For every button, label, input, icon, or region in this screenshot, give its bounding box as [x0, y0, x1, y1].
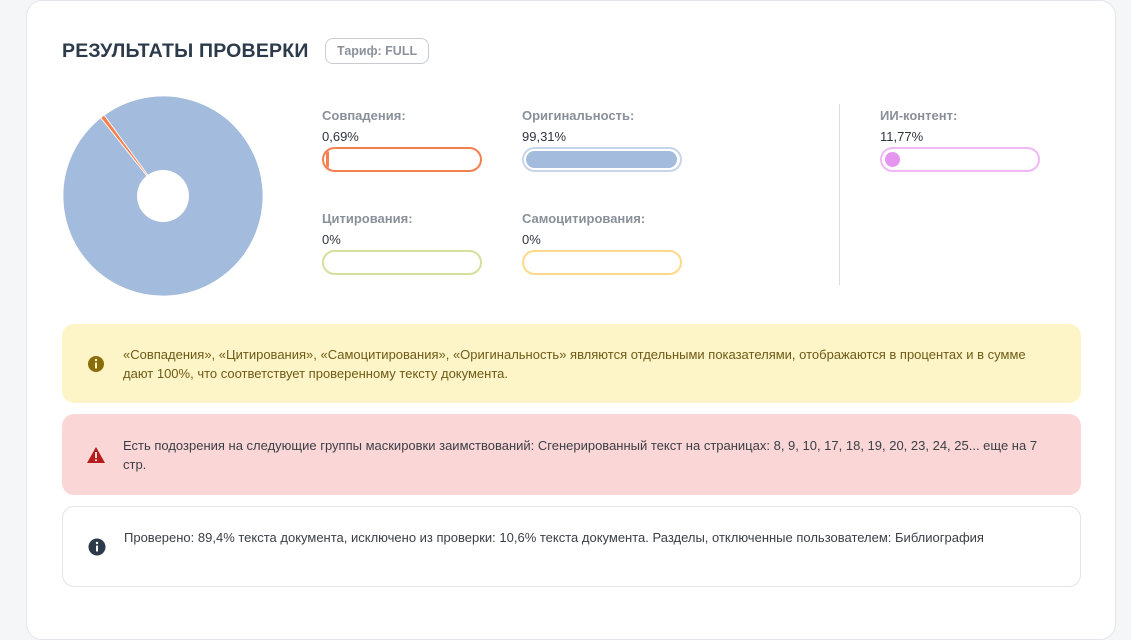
- matches-progress-bar: [322, 147, 482, 172]
- coverage-note: Проверено: 89,4% текста документа, исклю…: [62, 506, 1081, 587]
- info-circle-icon: [88, 538, 106, 556]
- ai-content-progress-bar: [880, 147, 1040, 172]
- metric-originality-value: 99,31%: [522, 129, 567, 144]
- info-alert-text: «Совпадения», «Цитирования», «Самоцитиро…: [123, 347, 1026, 381]
- originality-progress-fill: [526, 151, 677, 168]
- coverage-note-text: Проверено: 89,4% текста документа, исклю…: [124, 530, 984, 545]
- metric-originality-label: Оригинальность:: [522, 108, 635, 123]
- metric-citations-value: 0%: [322, 232, 341, 247]
- page-title: РЕЗУЛЬТАТЫ ПРОВЕРКИ: [62, 40, 309, 62]
- metric-matches: Совпадения: 0,69%: [322, 108, 492, 172]
- results-pie-chart: [62, 95, 264, 297]
- info-circle-icon: [88, 356, 104, 372]
- metric-citations-label: Цитирования:: [322, 211, 413, 226]
- self-citations-progress-bar: [522, 250, 682, 275]
- ai-content-indicator: [885, 152, 900, 167]
- pie-center-hole: [137, 170, 189, 222]
- metric-self-citations-label: Самоцитирования:: [522, 211, 646, 226]
- metric-ai-content: ИИ-контент: 11,77%: [880, 108, 1050, 172]
- warning-alert-text: Есть подозрения на следующие группы маск…: [123, 438, 1038, 472]
- info-alert: «Совпадения», «Цитирования», «Самоцитиро…: [62, 324, 1081, 403]
- metric-ai-content-label: ИИ-контент:: [880, 108, 958, 123]
- warning-triangle-icon: [87, 447, 105, 463]
- citations-progress-bar: [322, 250, 482, 275]
- metric-self-citations: Самоцитирования: 0%: [522, 211, 692, 275]
- matches-progress-fill: [326, 151, 329, 168]
- warning-alert: Есть подозрения на следующие группы маск…: [62, 414, 1081, 495]
- metric-citations: Цитирования: 0%: [322, 211, 492, 275]
- metric-originality: Оригинальность: 99,31%: [522, 108, 692, 172]
- originality-progress-bar: [522, 147, 682, 172]
- metric-ai-content-value: 11,77%: [880, 129, 924, 144]
- plan-badge: Тариф: FULL: [325, 38, 430, 64]
- metric-self-citations-value: 0%: [522, 232, 541, 247]
- metric-matches-value: 0,69%: [322, 129, 359, 144]
- metrics-divider: [839, 104, 840, 285]
- metric-matches-label: Совпадения:: [322, 108, 406, 123]
